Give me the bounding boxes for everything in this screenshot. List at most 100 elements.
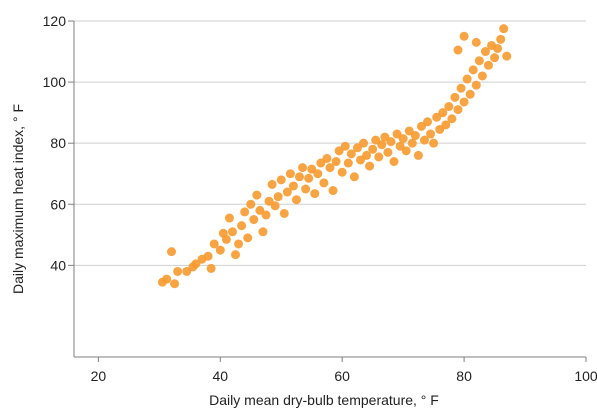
scatter-point bbox=[313, 169, 323, 179]
scatter-point bbox=[389, 157, 399, 167]
scatter-point bbox=[255, 205, 265, 215]
scatter-point bbox=[419, 135, 429, 145]
x-tick-label: 40 bbox=[212, 368, 228, 384]
scatter-point bbox=[480, 47, 490, 57]
scatter-point bbox=[349, 172, 359, 182]
y-tick-label: 100 bbox=[43, 74, 67, 90]
scatter-point bbox=[224, 213, 234, 223]
scatter-point bbox=[456, 83, 466, 93]
scatter-point bbox=[170, 279, 180, 289]
scatter-point bbox=[346, 149, 356, 159]
scatter-point bbox=[401, 146, 411, 156]
scatter-point bbox=[490, 53, 500, 63]
scatter-point bbox=[258, 227, 268, 237]
scatter-point bbox=[209, 239, 219, 249]
scatter-point bbox=[365, 161, 375, 171]
scatter-point bbox=[407, 138, 417, 148]
scatter-point bbox=[261, 210, 271, 220]
scatter-point bbox=[173, 266, 183, 276]
x-axis-title: Daily mean dry-bulb temperature, ° F bbox=[209, 392, 439, 408]
scatter-point bbox=[331, 157, 341, 167]
y-axis-title: Daily maximum heat index, ° F bbox=[10, 104, 26, 294]
scatter-point bbox=[227, 227, 237, 237]
scatter-point bbox=[319, 178, 329, 188]
y-tick-label: 60 bbox=[50, 196, 66, 212]
scatter-point bbox=[371, 135, 381, 145]
scatter-point bbox=[304, 173, 314, 183]
scatter-point bbox=[483, 60, 493, 70]
scatter-point bbox=[423, 117, 433, 127]
scatter-point bbox=[343, 158, 353, 168]
scatter-point bbox=[285, 169, 295, 179]
scatter-point bbox=[273, 192, 283, 202]
y-tick-label: 80 bbox=[50, 135, 66, 151]
scatter-point bbox=[429, 138, 439, 148]
scatter-point bbox=[441, 120, 451, 130]
scatter-point bbox=[444, 102, 454, 112]
scatter-point bbox=[468, 65, 478, 75]
scatter-point bbox=[465, 89, 475, 99]
scatter-point bbox=[499, 24, 509, 34]
scatter-point bbox=[279, 208, 289, 218]
scatter-point bbox=[298, 163, 308, 173]
scatter-point bbox=[502, 51, 512, 61]
scatter-point bbox=[368, 144, 378, 154]
x-tick-label: 20 bbox=[91, 368, 107, 384]
scatter-point bbox=[167, 247, 177, 257]
scatter-point bbox=[398, 134, 408, 144]
scatter-point bbox=[288, 181, 298, 191]
scatter-point bbox=[435, 124, 445, 134]
scatter-point bbox=[270, 201, 280, 211]
scatter-point bbox=[453, 45, 463, 55]
y-tick-label: 40 bbox=[50, 257, 66, 273]
scatter-point bbox=[337, 167, 347, 177]
scatter-point bbox=[325, 163, 335, 173]
scatter-point bbox=[322, 153, 332, 163]
scatter-point bbox=[410, 131, 420, 141]
scatter-point bbox=[240, 207, 250, 217]
scatter-point bbox=[362, 150, 372, 160]
scatter-point bbox=[328, 186, 338, 196]
scatter-point bbox=[234, 239, 244, 249]
x-tick-label: 80 bbox=[456, 368, 472, 384]
scatter-point bbox=[374, 152, 384, 162]
grid-lines bbox=[74, 20, 586, 266]
scatter-point bbox=[246, 199, 256, 209]
scatter-point bbox=[182, 266, 192, 276]
scatter-point bbox=[267, 179, 277, 189]
scatter-point bbox=[243, 233, 253, 243]
scatter-point bbox=[206, 263, 216, 273]
scatter-point bbox=[359, 138, 369, 148]
scatter-point bbox=[231, 250, 241, 260]
scatter-point bbox=[295, 172, 305, 182]
scatter-point bbox=[162, 274, 172, 284]
scatter-point bbox=[282, 187, 292, 197]
ticks: 40 60 80 100 120 20 40 60 80 100 bbox=[43, 13, 597, 384]
x-tick-label: 100 bbox=[574, 368, 597, 384]
scatter-point bbox=[237, 221, 247, 231]
scatter-point bbox=[383, 147, 393, 157]
scatter-point bbox=[377, 140, 387, 150]
scatter-points bbox=[157, 24, 512, 289]
scatter-point bbox=[474, 56, 484, 66]
scatter-point bbox=[386, 137, 396, 147]
scatter-point bbox=[493, 43, 503, 53]
scatter-point bbox=[450, 92, 460, 102]
scatter-point bbox=[276, 175, 286, 185]
scatter-point bbox=[307, 164, 317, 174]
scatter-point bbox=[426, 129, 436, 139]
scatter-point bbox=[413, 150, 423, 160]
scatter-point bbox=[252, 190, 262, 200]
scatter-point bbox=[301, 184, 311, 194]
scatter-point bbox=[334, 146, 344, 156]
scatter-point bbox=[459, 31, 469, 41]
scatter-point bbox=[438, 108, 448, 118]
scatter-point bbox=[459, 97, 469, 107]
scatter-point bbox=[453, 105, 463, 115]
scatter-point bbox=[221, 234, 231, 244]
scatter-point bbox=[249, 215, 259, 225]
scatter-point bbox=[291, 195, 301, 205]
scatter-point bbox=[471, 37, 481, 47]
